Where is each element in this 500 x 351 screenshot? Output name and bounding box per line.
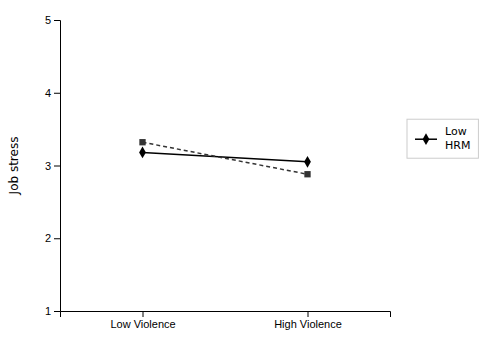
series-line [143,152,308,161]
y-tick: 4 [45,87,60,99]
series-marker [139,147,146,159]
series-marker [304,171,310,177]
x-tick-label: High Violence [274,318,342,330]
y-tick-label: 4 [45,87,51,99]
y-tick-mark [54,20,60,21]
y-tick-mark [54,93,60,94]
y-axis-line [54,21,61,312]
y-tick-label: 3 [45,160,51,172]
legend: LowHRM [407,119,478,158]
y-tick-label: 5 [45,14,51,26]
series-marker [139,139,145,145]
x-tick-label: Low Violence [110,318,175,330]
y-axis: 1 2 3 4 5 [45,14,61,317]
y-tick: 5 [45,14,60,26]
chart: Low Violence High Violence 1 2 3 4 5 Job stress… [0,0,500,351]
y-tick-mark [54,238,60,239]
legend-box [407,119,478,158]
marks [139,139,311,177]
legend-marker [423,133,430,145]
x-axis-line [61,312,391,318]
y-tick-mark [54,311,60,312]
y-tick-mark [54,166,60,167]
y-tick-label: 1 [45,305,51,317]
x-axis: Low Violence High Violence [61,311,391,330]
x-tick: Low Violence [110,311,175,330]
y-tick: 3 [45,160,60,172]
x-tick: High Violence [274,311,342,330]
y-axis-title: Job stress [7,137,21,196]
legend-item: LowHRM [415,125,470,152]
x-tick-mark [143,311,144,317]
y-tick: 1 [45,305,60,317]
x-tick-mark [308,311,309,317]
series-line [143,142,308,174]
legend-label: LowHRM [445,125,470,152]
y-tick-label: 2 [45,232,51,244]
plot: Low Violence High Violence 1 2 3 4 5 [45,14,391,330]
y-tick: 2 [45,232,60,244]
series-marker [304,156,311,168]
